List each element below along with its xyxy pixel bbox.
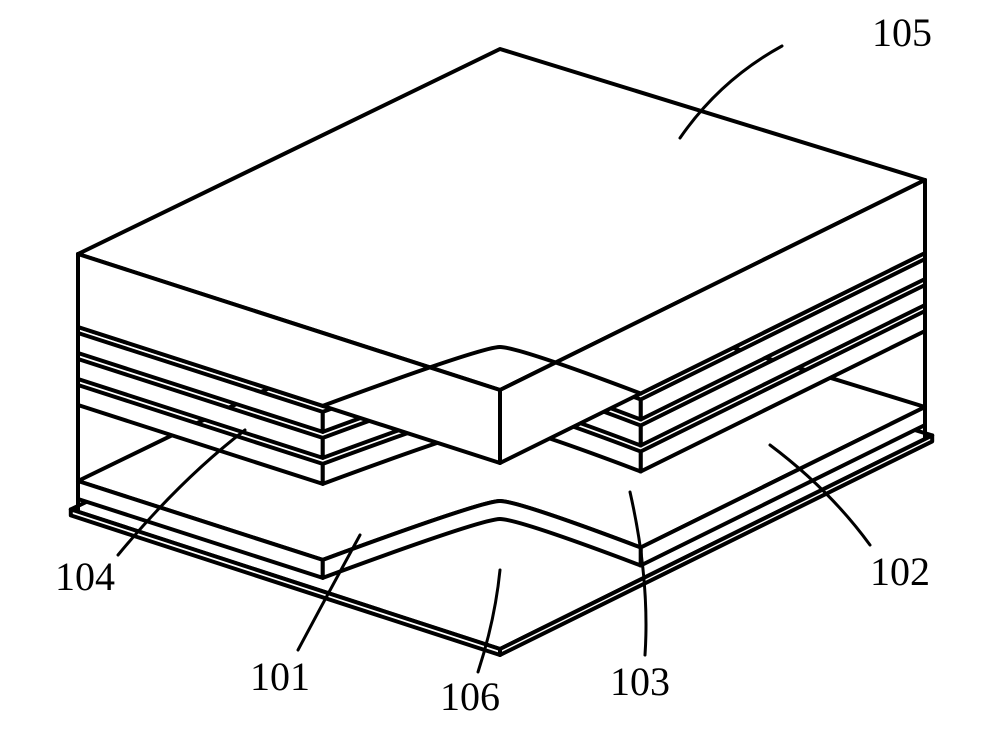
label-101: 101 bbox=[250, 654, 310, 699]
label-102: 102 bbox=[870, 549, 930, 594]
label-105: 105 bbox=[872, 10, 932, 55]
label-104: 104 bbox=[55, 554, 115, 599]
label-106: 106 bbox=[440, 674, 500, 719]
label-103: 103 bbox=[610, 659, 670, 704]
